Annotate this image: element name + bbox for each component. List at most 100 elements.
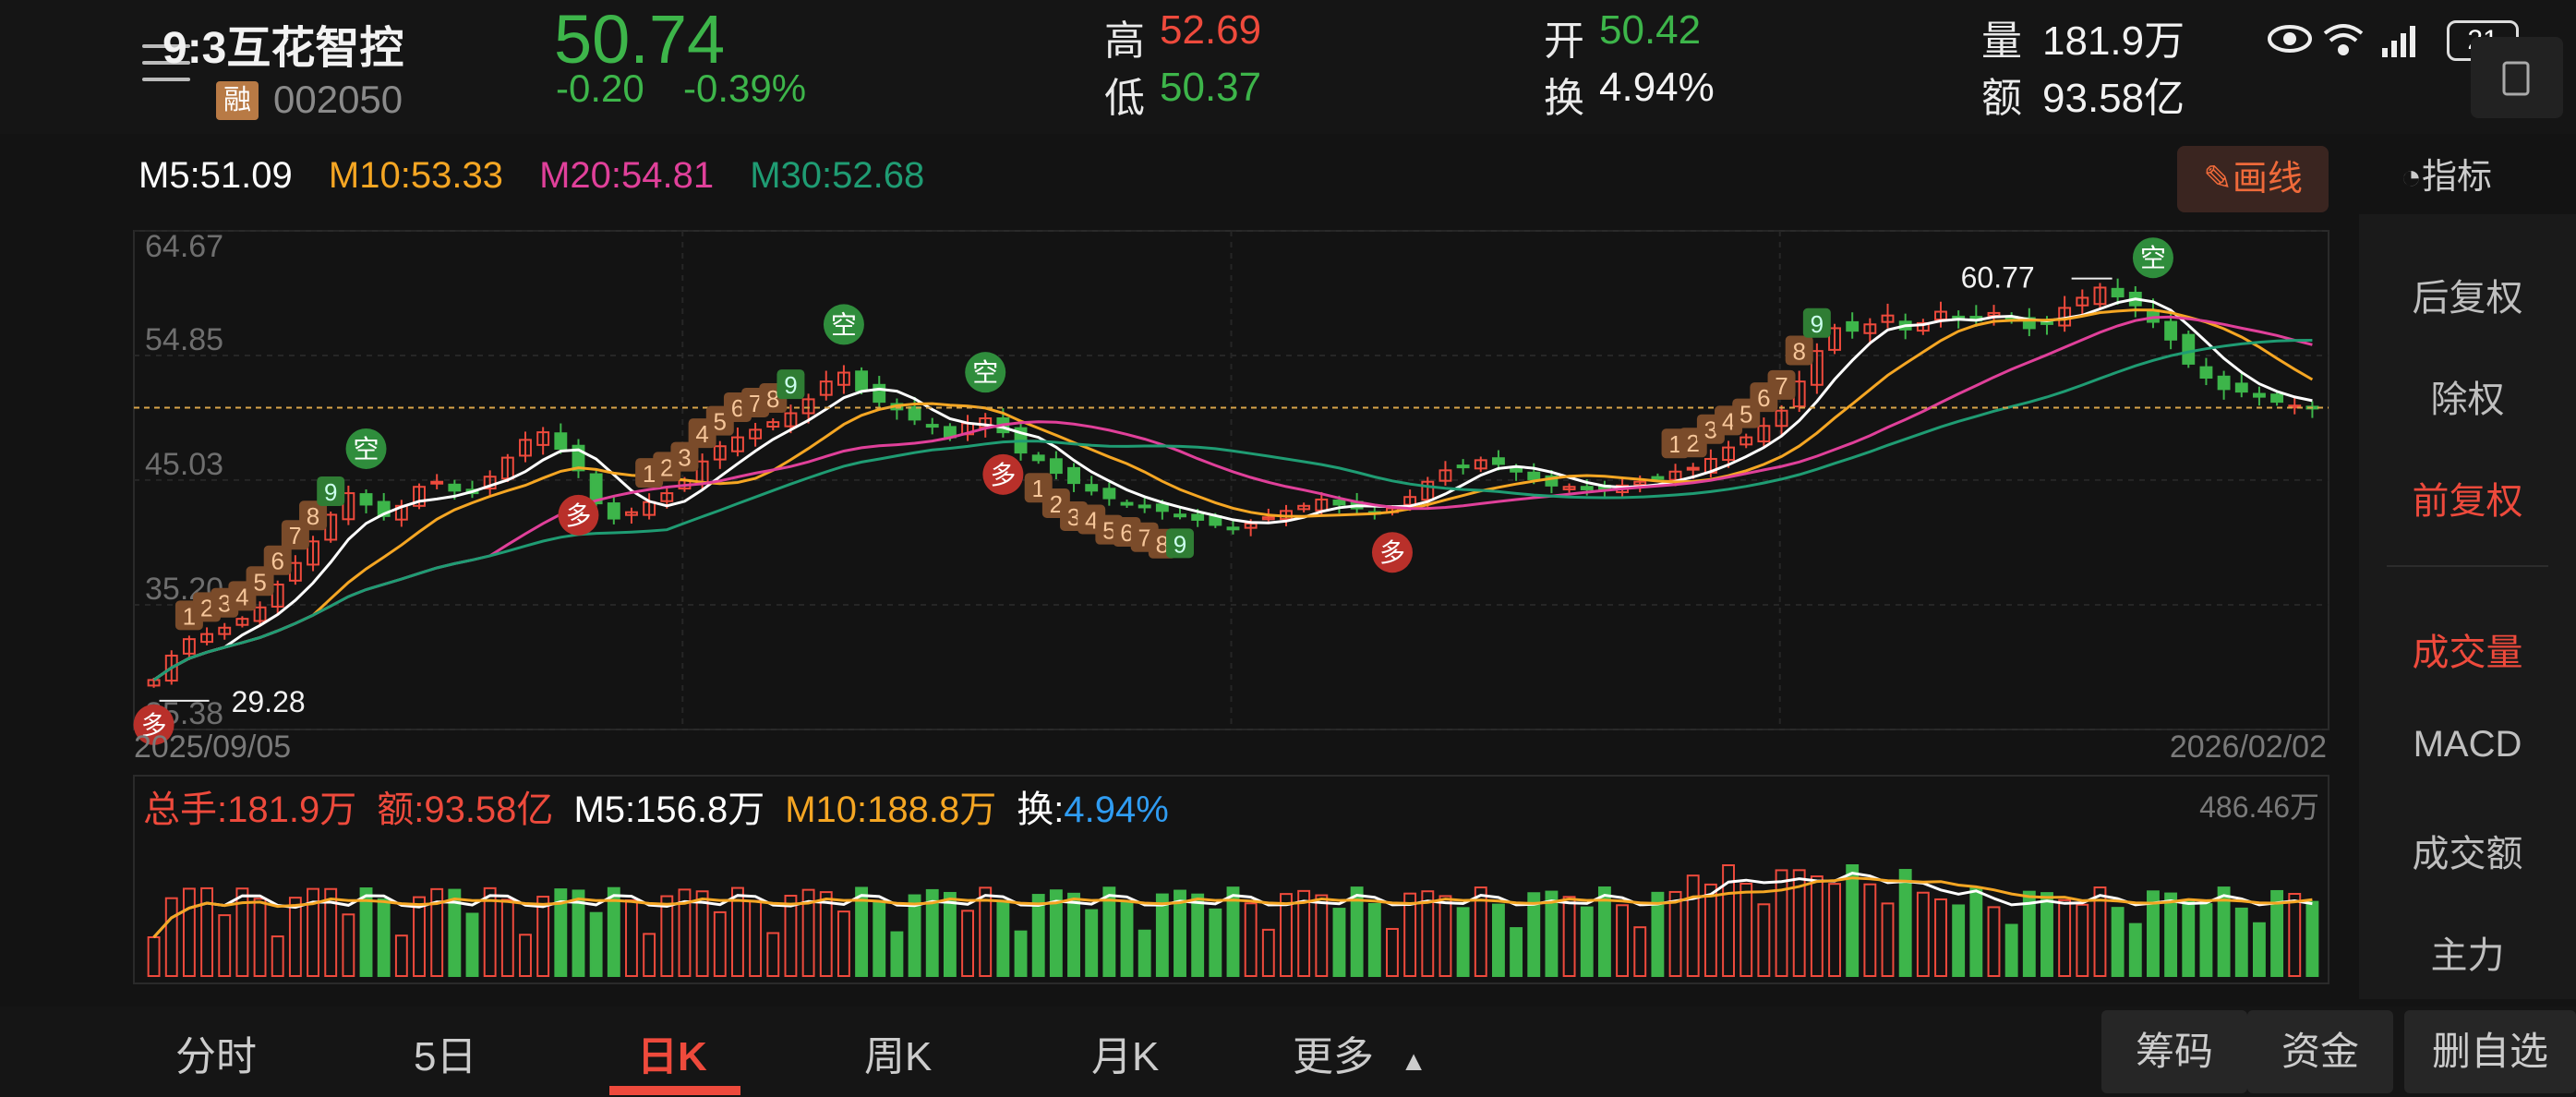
candle-body	[2182, 333, 2196, 365]
volume-bar	[908, 894, 921, 977]
candle-body	[572, 444, 585, 472]
volume-bar	[1934, 898, 1947, 978]
sidebar-item-amount[interactable]: 成交额	[2412, 834, 2523, 874]
draw-line-button[interactable]: ✎画线	[2177, 146, 2329, 212]
tab-monthly-k[interactable]: 月K	[1091, 1034, 1160, 1079]
sidebar-item-ex-right[interactable]: 除权	[2430, 380, 2505, 420]
sidebar-item-volume[interactable]: 成交量	[2412, 633, 2523, 673]
volume-bar	[695, 890, 709, 977]
volume-bar	[1191, 893, 1205, 977]
td-label: 2	[1050, 490, 1063, 518]
volume-bar	[324, 887, 338, 977]
volume-bar	[1350, 886, 1364, 978]
candle-body	[1491, 457, 1505, 465]
volume-bar	[979, 886, 993, 977]
candle-body	[519, 439, 532, 457]
menu-icon[interactable]	[142, 44, 190, 87]
current-price: 50.74	[554, 1, 726, 78]
chips-button[interactable]: 筹码	[2101, 1010, 2247, 1093]
td-label: 4	[235, 583, 248, 610]
volume-bar	[2288, 893, 2302, 977]
marker-label: 多	[565, 500, 591, 531]
td-label: 9	[784, 371, 797, 399]
volume-bar	[359, 887, 373, 977]
window-toggle-button[interactable]	[2471, 37, 2563, 118]
candle-body	[1049, 458, 1063, 475]
candle-body	[925, 424, 939, 428]
volume-bar	[430, 887, 444, 978]
volume-bar	[1474, 886, 1487, 978]
wifi-icon	[2323, 24, 2364, 55]
td-label: 7	[749, 390, 762, 417]
tab-more[interactable]: 更多 ▲	[1293, 1034, 1427, 1079]
td-label: 1	[643, 460, 656, 488]
volume-bar	[2076, 903, 2089, 977]
volume-bar	[589, 911, 603, 977]
volume-bar	[182, 887, 196, 977]
signal-icon	[2382, 26, 2415, 57]
price-change: -0.20	[556, 66, 644, 110]
candle-body	[749, 428, 763, 440]
volume-bar	[413, 896, 426, 977]
td-badge	[670, 441, 699, 472]
ma10-line	[152, 308, 2314, 681]
td-label: 8	[1792, 338, 1805, 366]
remove-watchlist-button[interactable]: 删自选	[2404, 1010, 2576, 1093]
volume-bar	[1155, 893, 1169, 978]
candle-body	[1474, 459, 1487, 470]
candle-body	[1633, 480, 1647, 486]
td-label: 4	[1722, 407, 1735, 435]
tab-intraday[interactable]: 分时	[175, 1034, 257, 1079]
volume-bar	[819, 891, 833, 977]
volume-bar	[961, 910, 975, 978]
candle-body	[2040, 320, 2053, 325]
volume-bar	[1297, 889, 1311, 977]
ma30-value: M30:52.68	[750, 155, 925, 196]
sidebar-item-macd[interactable]: MACD	[2413, 724, 2522, 765]
short-marker	[965, 352, 1006, 393]
candle-body	[2288, 404, 2302, 409]
pencil-icon: ✎	[2203, 160, 2233, 199]
td-label: 4	[695, 420, 708, 448]
volume-bar	[465, 912, 479, 977]
td-label: 8	[766, 385, 779, 413]
volume-bar	[1668, 890, 1682, 977]
ma30-line	[152, 339, 2313, 681]
sidebar-item-post-adjust[interactable]: 后复权	[2412, 278, 2523, 319]
volume-bar	[660, 895, 674, 978]
tab-5day[interactable]: 5日	[414, 1034, 477, 1079]
volume-bar	[200, 886, 214, 978]
marker-label: 空	[972, 357, 998, 388]
candle-body	[218, 626, 232, 635]
candle-body	[1438, 469, 1452, 482]
volume-bar	[625, 899, 638, 977]
candle-body	[1562, 486, 1576, 490]
volume-bar	[1846, 864, 1860, 977]
td-label: 9	[1811, 310, 1824, 338]
tab-daily-k[interactable]: 日K	[637, 1034, 707, 1079]
volume-bar	[1562, 896, 1576, 977]
volume-bar	[448, 888, 462, 977]
sidebar-item-main-force[interactable]: 主力	[2430, 935, 2505, 976]
sidebar-item-pre-adjust[interactable]: 前复权	[2412, 481, 2523, 522]
tab-weekly-k[interactable]: 周K	[864, 1034, 933, 1079]
ma5-line	[152, 297, 2313, 681]
volume-bar	[1597, 886, 1611, 978]
indicator-button[interactable]: ◔指标	[2401, 158, 2492, 197]
candle-body	[607, 502, 620, 520]
candle-body	[430, 480, 444, 485]
funds-button[interactable]: 资金	[2247, 1010, 2393, 1093]
candle-body	[1085, 484, 1099, 492]
candle-body	[819, 380, 833, 396]
candle-body	[307, 540, 319, 566]
volume-bar	[890, 931, 904, 978]
candle-body	[2022, 317, 2036, 330]
td-label: 6	[1120, 519, 1133, 547]
volume-bar	[855, 886, 869, 978]
volume-bar	[1527, 892, 1541, 978]
candle-body	[359, 493, 373, 506]
td-label: 4	[1085, 507, 1098, 535]
ma20-line	[152, 315, 2313, 681]
volume-bar	[1686, 874, 1700, 978]
